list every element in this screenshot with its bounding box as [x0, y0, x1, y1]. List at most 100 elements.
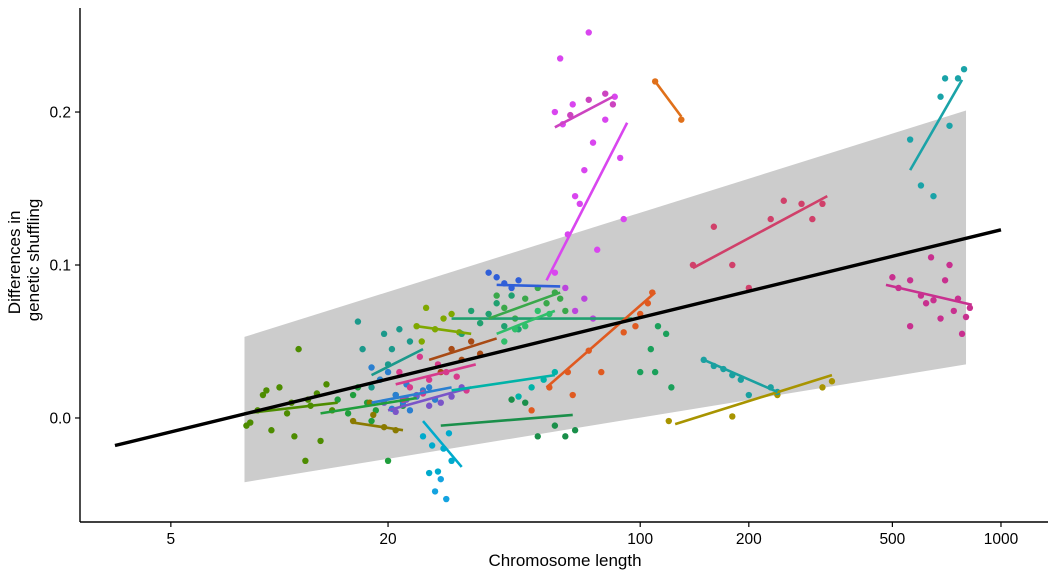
data-point — [354, 318, 362, 325]
data-point — [295, 345, 302, 353]
data-point — [620, 329, 627, 336]
data-point — [384, 457, 392, 465]
data-point — [922, 300, 930, 307]
data-point — [647, 345, 655, 353]
data-point — [467, 338, 475, 345]
data-point — [493, 300, 500, 307]
data-point — [406, 338, 414, 345]
group-fit-line — [387, 386, 472, 412]
data-point — [501, 338, 508, 345]
group-fit-line — [488, 291, 561, 320]
data-point — [425, 402, 433, 409]
data-point — [937, 315, 944, 322]
data-point — [665, 417, 672, 425]
data-point — [418, 338, 425, 345]
data-point — [602, 116, 609, 123]
overall-fit-line — [114, 228, 1002, 448]
data-point — [611, 93, 618, 100]
data-point — [416, 353, 424, 360]
data-point — [448, 393, 455, 400]
data-point — [425, 384, 433, 391]
group-fit-line — [674, 373, 833, 426]
data-point — [729, 413, 736, 420]
data-point — [368, 384, 375, 391]
group-fit-line — [885, 283, 973, 307]
data-point — [443, 495, 450, 503]
data-point — [960, 65, 968, 73]
data-point — [729, 261, 736, 269]
data-point — [388, 345, 396, 353]
group-fit-line — [416, 324, 472, 336]
data-point — [445, 430, 453, 437]
data-point — [668, 384, 675, 391]
data-point — [551, 269, 559, 276]
data-point — [370, 411, 377, 419]
data-point — [501, 304, 508, 312]
data-point — [522, 295, 529, 302]
data-point — [569, 391, 576, 399]
x-tick-label: 200 — [736, 531, 762, 548]
data-point — [268, 427, 275, 434]
group-fit-line — [451, 373, 556, 392]
x-tick-label: 5 — [167, 531, 176, 548]
data-point — [767, 215, 774, 223]
group-fit-line — [440, 413, 573, 427]
data-point — [585, 96, 592, 103]
y-axis-title: Differences in genetic shuffling — [5, 199, 43, 322]
data-point — [515, 277, 522, 284]
data-point — [317, 437, 324, 445]
data-point — [243, 422, 250, 429]
data-point — [710, 223, 718, 230]
data-point — [966, 304, 974, 312]
data-point — [576, 200, 583, 208]
data-point — [662, 330, 670, 338]
data-point — [493, 292, 500, 299]
group-fit-line — [554, 95, 614, 129]
y-tick-label: 0.2 — [49, 105, 71, 122]
data-point — [359, 345, 366, 353]
data-point — [571, 192, 579, 200]
data-point — [917, 182, 925, 189]
data-point — [448, 310, 455, 318]
data-point — [448, 457, 455, 465]
data-point — [889, 274, 896, 281]
x-tick-label: 1000 — [984, 531, 1019, 548]
data-point — [344, 410, 352, 417]
y-axis-title-line-2: genetic shuffling — [24, 199, 43, 322]
group-fit-line — [545, 291, 657, 389]
data-point — [651, 368, 659, 376]
group-fit-line — [395, 363, 477, 386]
data-point — [467, 307, 475, 315]
group-fit-line — [496, 309, 556, 336]
data-point — [437, 399, 444, 406]
group-fit-line — [654, 80, 683, 118]
data-point — [609, 101, 617, 108]
group-fit-line — [545, 122, 629, 281]
data-point — [440, 315, 447, 322]
data-point — [434, 468, 442, 475]
group-fit-line — [422, 420, 463, 468]
data-point — [276, 384, 283, 391]
data-point — [954, 75, 962, 82]
data-point — [798, 200, 805, 208]
data-point — [368, 364, 375, 371]
data-point — [567, 111, 574, 119]
group-fit-line — [370, 347, 424, 377]
data-point — [941, 277, 949, 284]
data-point — [571, 427, 579, 434]
data-point — [930, 296, 937, 304]
data-point — [263, 387, 270, 394]
data-point — [485, 310, 492, 318]
data-point — [654, 322, 662, 330]
data-point — [534, 433, 541, 440]
y-tick-label: 0.1 — [49, 258, 71, 275]
data-point — [589, 139, 597, 146]
data-point — [946, 261, 953, 269]
group-fit-line — [909, 79, 964, 171]
data-point — [616, 154, 624, 162]
data-point — [522, 399, 529, 406]
data-point — [585, 29, 592, 36]
overall-fit-layer — [114, 228, 1002, 448]
x-tick-label: 20 — [379, 531, 397, 548]
